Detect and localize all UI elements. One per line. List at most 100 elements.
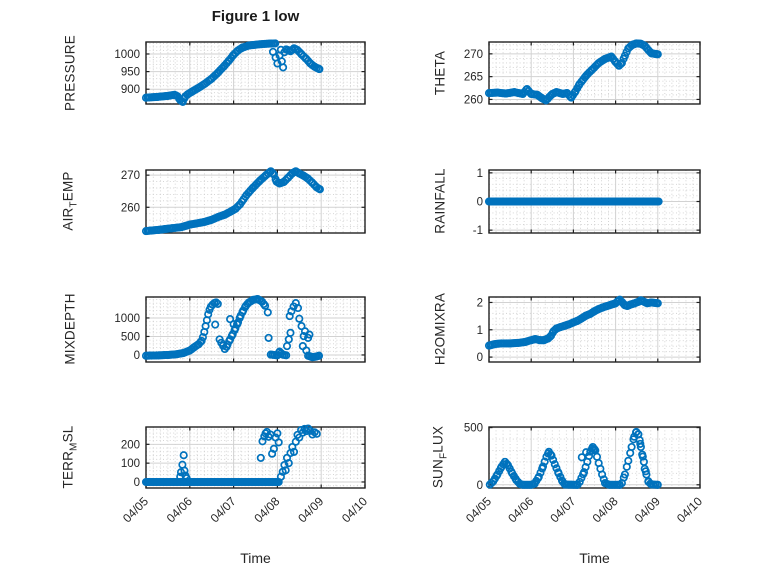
x-tick-label: 04/05 <box>463 494 494 525</box>
y-axis-label-part: SUN <box>430 459 446 489</box>
y-tick-label: 270 <box>464 49 483 61</box>
y-axis-label-part: RAINFALL <box>432 168 448 234</box>
y-tick-label: 265 <box>464 72 483 84</box>
data-marker <box>286 328 295 337</box>
data-marker <box>638 450 647 459</box>
data-marker <box>258 437 267 446</box>
data-marker <box>308 430 317 439</box>
data-marker <box>654 197 663 206</box>
data-marker <box>653 299 662 308</box>
subplot-terr-msl: 0 100 200 04/05 04/06 04/07 04/08 04/09 04/10 <box>120 424 370 525</box>
axes-frame <box>488 41 701 105</box>
y-tick-label: 200 <box>121 439 140 451</box>
data-marker <box>263 308 272 317</box>
data-marker <box>273 429 282 438</box>
subplot-pressure: 900 950 1000 <box>114 39 366 106</box>
data-marker <box>211 320 220 329</box>
figure-title: Figure 1 low <box>211 8 300 25</box>
data-marker <box>592 452 602 461</box>
data-marker <box>273 59 282 68</box>
subplot-theta: 260 265 270 <box>464 39 701 106</box>
y-axis-label-sun-flux: SUNFLUX <box>431 426 450 488</box>
axes-frame <box>145 426 366 489</box>
data-marker <box>212 298 221 307</box>
y-axis-label-part: AIR <box>60 207 76 231</box>
y-tick-label: 2 <box>477 297 483 309</box>
data-marker <box>213 299 222 308</box>
y-tick-label: 100 <box>121 458 140 470</box>
y-tick-label: 950 <box>121 67 140 79</box>
data-marker <box>276 472 285 481</box>
data-marker <box>197 336 206 345</box>
y-axis-label-part: SL <box>60 425 76 443</box>
data-marker <box>589 445 598 454</box>
x-tick-label: 04/07 <box>208 494 239 525</box>
data-marker <box>198 333 207 342</box>
axes-frame <box>488 426 701 489</box>
data-marker <box>288 45 297 54</box>
axes-frame <box>145 169 366 234</box>
data-marker <box>577 453 586 462</box>
data-marker <box>179 451 188 460</box>
data-marker <box>315 185 324 194</box>
data-marker <box>268 449 277 458</box>
x-tick-label: 04/08 <box>251 494 282 525</box>
y-axis-label-part: F <box>438 452 450 460</box>
data-marker <box>182 474 191 483</box>
y-axis-label-part: THETA <box>432 50 448 96</box>
data-marker <box>620 470 629 479</box>
data-marker <box>549 455 558 464</box>
y-tick-label: 1000 <box>114 49 140 61</box>
x-tick-label: 04/08 <box>590 494 621 525</box>
data-marker <box>312 429 321 438</box>
data-marker <box>256 453 265 462</box>
x-tick-label: 04/05 <box>120 494 151 525</box>
data-marker <box>295 314 304 323</box>
data-marker <box>579 468 589 477</box>
y-axis-label-pressure: PRESSURE <box>63 35 78 111</box>
data-marker <box>627 442 636 452</box>
data-marker <box>271 39 280 48</box>
x-tick-label: 04/10 <box>674 494 705 525</box>
x-axis-label-time-left: Time <box>240 550 271 566</box>
x-tick-label: 04/06 <box>505 494 536 525</box>
x-tick-label: 04/10 <box>339 494 370 525</box>
x-tick-label: 04/09 <box>295 494 326 525</box>
data-marker <box>613 59 622 68</box>
y-axis-label-air-temp: AIRTEMP <box>61 171 80 230</box>
x-axis-label-time-right: Time <box>579 550 610 566</box>
x-tick-label: 04/07 <box>547 494 578 525</box>
data-marker <box>653 480 662 489</box>
data-marker <box>288 442 297 452</box>
data-marker <box>284 459 293 468</box>
data-marker <box>204 310 213 319</box>
data-marker <box>640 464 649 473</box>
data-marker <box>279 63 288 72</box>
y-axis-label-h2omixra: H2OMIXRA <box>433 293 448 365</box>
y-tick-label: 500 <box>464 423 483 435</box>
y-tick-label: 270 <box>121 170 140 182</box>
data-marker <box>261 301 270 310</box>
data-marker <box>281 466 290 475</box>
y-axis-label-mixdepth: MIXDEPTH <box>63 293 78 364</box>
data-marker <box>314 351 324 360</box>
y-tick-label: 0 <box>477 352 483 364</box>
data-marker <box>264 333 273 342</box>
y-tick-label: 260 <box>464 94 483 106</box>
data-marker <box>575 477 584 486</box>
data-marker <box>284 335 293 344</box>
y-tick-label: 1 <box>477 168 483 180</box>
y-axis-label-part: LUX <box>430 425 446 453</box>
y-tick-label: 500 <box>121 331 140 343</box>
data-marker <box>305 330 314 339</box>
data-marker <box>180 466 189 475</box>
y-axis-label-part: MIXDEPTH <box>62 293 78 365</box>
y-tick-label: 0 <box>134 477 140 489</box>
data-marker <box>315 65 324 74</box>
data-marker <box>550 460 559 469</box>
y-axis-label-terr-msl: TERRMSL <box>61 425 80 488</box>
data-marker <box>285 312 294 321</box>
data-marker <box>268 169 277 178</box>
data-marker <box>229 320 238 329</box>
data-marker <box>538 462 548 471</box>
